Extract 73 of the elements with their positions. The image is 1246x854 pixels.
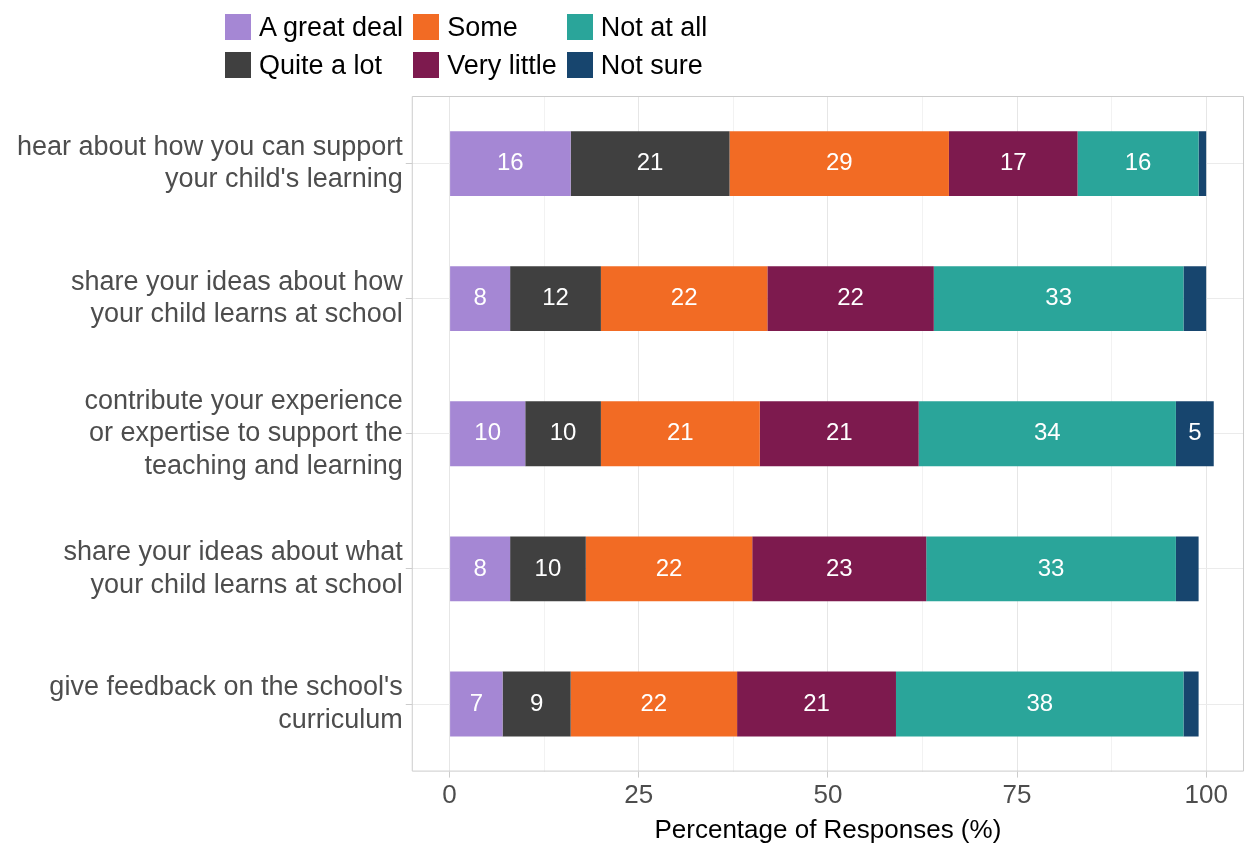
x-axis-title: Percentage of Responses (%) [654,813,1002,844]
data-label: 22 [670,283,698,311]
data-label: 7 [469,688,483,716]
data-label: 22 [837,283,864,311]
legend-label: Not sure [600,49,703,81]
data-label: 21 [803,688,830,716]
data-label: 21 [825,418,853,446]
data-label: 5 [1188,418,1202,446]
bar [895,671,1184,737]
data-label: 9 [529,688,544,716]
bar [1183,266,1207,332]
x-tick-label: 25 [624,779,654,810]
bar [1077,131,1199,196]
data-label: 23 [825,553,853,581]
y-tick-label: contribute your experience or expertise to support the teaching and learning [84,384,403,480]
bar [1175,536,1199,602]
data-label: 33 [1045,283,1072,311]
bar [926,536,1176,602]
bar [933,266,1184,332]
bar [502,671,571,737]
bar [450,131,571,196]
y-tick-label: share your ideas about what your child learns at school [63,536,404,599]
data-label: 22 [655,553,683,581]
x-tick-label: 100 [1184,779,1228,810]
bar [1183,671,1199,737]
data-label: 16 [1124,148,1152,176]
data-label: 33 [1037,553,1065,581]
legend-label: Quite a lot [259,49,383,81]
bar [570,131,730,196]
bar [600,401,760,467]
data-label: 10 [549,418,577,446]
x-tick-label: 0 [442,779,457,810]
bar [759,401,919,467]
bar [918,401,1176,467]
bar [450,266,511,332]
data-label: 10 [534,553,562,581]
bar [948,131,1078,196]
data-label: 34 [1033,418,1061,446]
x-tick-label: 50 [813,779,843,810]
legend-label: Not at all [600,11,708,43]
bar [767,266,934,332]
bar [450,536,511,602]
data-label: 12 [542,283,569,311]
y-tick-label: give feedback on the school's curriculum [49,671,403,734]
data-label: 29 [825,148,853,176]
legend-label: A great deal [259,11,404,43]
bar [570,671,738,737]
y-tick-label: share your ideas about how your child learns at school [71,265,404,329]
data-label: 22 [640,688,668,716]
bar [1175,401,1214,467]
bar [1198,131,1207,196]
data-label: 10 [474,418,502,446]
bar [737,671,896,737]
data-label: 21 [667,418,694,446]
data-label: 21 [636,148,664,176]
y-tick-label: hear about how you can support your child's learning [17,130,404,194]
bar [585,536,753,602]
data-label: 38 [1026,688,1054,716]
bar [600,266,768,332]
bar [729,131,949,196]
bar [510,266,601,332]
bar [450,401,526,467]
data-label: 8 [473,553,487,581]
x-tick-label: 75 [1002,779,1032,810]
data-label: 16 [497,148,524,176]
bar [752,536,927,602]
legend-label: Very little [447,49,557,81]
bar [510,536,586,602]
data-label: 8 [473,283,487,311]
bar [450,671,503,737]
legend-label: Some [447,11,518,43]
bar [525,401,601,467]
data-label: 17 [999,148,1027,176]
